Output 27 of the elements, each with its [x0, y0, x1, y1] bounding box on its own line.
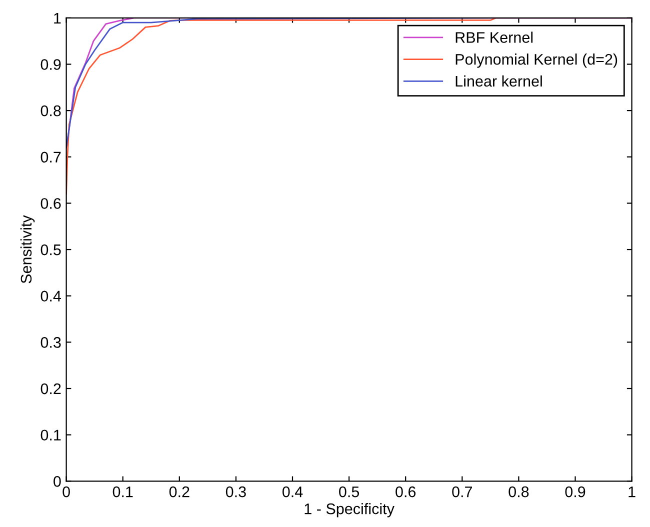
legend-label: Linear kernel [456, 75, 542, 87]
x-tick-label: 0 [62, 486, 70, 498]
y-tick-label: 0.4 [40, 290, 61, 302]
x-tick-label: 0.9 [565, 486, 586, 498]
x-tick-label: 0.4 [282, 486, 303, 498]
x-tick-label: 0.5 [339, 486, 360, 498]
x-tick-label: 1 [628, 486, 636, 498]
y-tick-label: 1 [54, 12, 61, 24]
legend-label: Polynomial Kernel (d=2) [456, 54, 618, 68]
y-tick-label: 0.3 [40, 337, 61, 348]
x-tick-label: 0.6 [396, 486, 416, 498]
y-tick-label: 0.9 [40, 59, 61, 70]
x-tick-label: 0.3 [226, 486, 246, 498]
y-tick-label: 0.7 [40, 152, 61, 163]
x-tick-label: 0.7 [452, 486, 472, 498]
y-tick-label: 0 [54, 476, 61, 487]
y-tick-label: 0.5 [40, 244, 61, 256]
x-tick-label: 0.1 [112, 486, 133, 498]
y-tick-label: 0.2 [40, 383, 61, 394]
y-tick-label: 0.1 [40, 430, 61, 441]
y-tick-label: 0.8 [40, 105, 61, 116]
y-tick-label: 0.6 [40, 198, 61, 209]
x-axis-title: 1 - Specificity [304, 503, 394, 518]
y-axis-title: Sensitivity [20, 215, 35, 284]
x-tick-label: 0.8 [508, 486, 529, 498]
x-tick-label: 0.2 [169, 486, 190, 498]
legend-label: RBF Kernel [456, 32, 533, 43]
